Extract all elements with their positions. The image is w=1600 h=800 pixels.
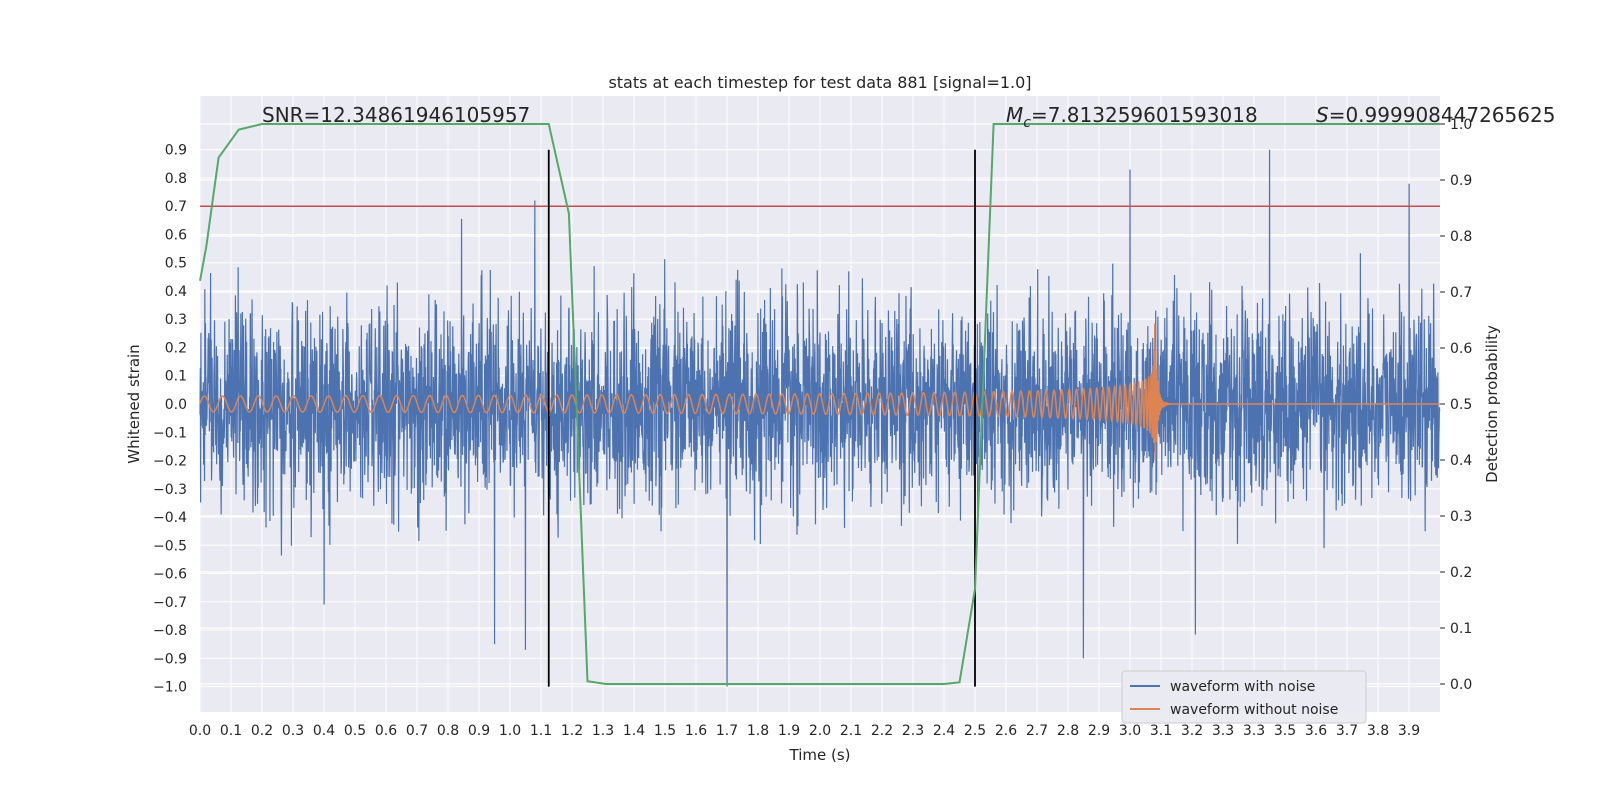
x-tick-label: 3.5 bbox=[1274, 723, 1296, 739]
x-tick-label: 1.6 bbox=[685, 723, 707, 739]
y2-tick-label: 0.2 bbox=[1450, 565, 1472, 581]
x-tick-label: 1.4 bbox=[623, 723, 645, 739]
y-tick-label: −0.4 bbox=[153, 510, 187, 526]
snr-annotation: SNR=12.34861946105957 bbox=[262, 103, 530, 127]
y2-tick-label: 0.3 bbox=[1450, 509, 1472, 525]
y2-tick-label: 0.4 bbox=[1450, 453, 1472, 469]
x-tick-label: 0.2 bbox=[251, 723, 273, 739]
y2-tick-label: 0.1 bbox=[1450, 621, 1472, 637]
y-tick-labels: 0.9 0.8 0.7 0.6 0.5 0.4 0.3 0.2 0.1 0.0 −0.1 −0.2 −0… bbox=[153, 143, 187, 696]
x-tick-label: 1.0 bbox=[499, 723, 521, 739]
x-tick-label: 0.7 bbox=[406, 723, 428, 739]
x-tick-label: 0.8 bbox=[437, 723, 459, 739]
series-waveform-without-noise bbox=[199, 323, 1440, 462]
x-tick-label: 2.3 bbox=[902, 723, 924, 739]
legend-label: waveform without noise bbox=[1170, 702, 1338, 718]
y2-axis-label: Detection probability bbox=[1483, 325, 1501, 483]
x-tick-label: 2.6 bbox=[995, 723, 1017, 739]
annotations: SNR=12.34861946105957 Mc=7.81325960159301… bbox=[262, 103, 1555, 131]
x-tick-label: 3.2 bbox=[1181, 723, 1203, 739]
y2-tick-labels: 1.0 0.9 0.8 0.7 0.6 0.5 0.4 0.3 0.2 0.1 0.0 bbox=[1440, 117, 1472, 693]
x-tick-label: 0.0 bbox=[189, 723, 211, 739]
series-detection-probability bbox=[199, 123, 1440, 685]
x-tick-label: 0.1 bbox=[220, 723, 242, 739]
x-tick-label: 2.4 bbox=[933, 723, 955, 739]
y-tick-label: −0.9 bbox=[153, 651, 187, 667]
y-tick-label: −0.7 bbox=[153, 595, 187, 611]
y-tick-label: 0.5 bbox=[165, 256, 187, 272]
y-tick-label: −0.1 bbox=[153, 425, 187, 441]
x-tick-label: 2.0 bbox=[809, 723, 831, 739]
y-tick-label: 0.9 bbox=[165, 143, 187, 159]
y2-tick-label: 0.6 bbox=[1450, 341, 1472, 357]
y-tick-label: −0.6 bbox=[153, 567, 187, 583]
x-tick-label: 3.6 bbox=[1305, 723, 1327, 739]
y-tick-label: 0.7 bbox=[165, 199, 187, 215]
y-tick-label: −0.3 bbox=[153, 482, 187, 498]
x-tick-label: 0.4 bbox=[313, 723, 335, 739]
x-tick-label: 3.8 bbox=[1367, 723, 1389, 739]
y-tick-label: −0.8 bbox=[153, 623, 187, 639]
x-tick-label: 3.1 bbox=[1150, 723, 1172, 739]
legend-box bbox=[1121, 670, 1367, 724]
y2-tick-label: 1.0 bbox=[1450, 117, 1472, 133]
x-tick-label: 1.5 bbox=[654, 723, 676, 739]
y2-tick-label: 0.5 bbox=[1450, 397, 1472, 413]
x-tick-label: 1.2 bbox=[561, 723, 583, 739]
x-tick-label: 0.9 bbox=[468, 723, 490, 739]
x-tick-label: 2.5 bbox=[964, 723, 986, 739]
y-tick-label: 0.0 bbox=[165, 397, 187, 413]
x-axis-label: Time (s) bbox=[789, 746, 851, 764]
x-tick-label: 1.1 bbox=[530, 723, 552, 739]
chart-title: stats at each timestep for test data 881… bbox=[608, 73, 1031, 92]
y-tick-label: 0.6 bbox=[165, 227, 187, 243]
y-tick-label: 0.4 bbox=[165, 284, 187, 300]
y2-tick-label: 0.8 bbox=[1450, 229, 1472, 245]
y-axis-label: Whitened strain bbox=[125, 344, 143, 463]
y-tick-label: −1.0 bbox=[153, 680, 187, 696]
y2-tick-label: 0.9 bbox=[1450, 173, 1472, 189]
x-tick-label: 3.7 bbox=[1336, 723, 1358, 739]
x-tick-label: 1.9 bbox=[778, 723, 800, 739]
legend: waveform with noise waveform without nois… bbox=[1121, 670, 1367, 724]
y-tick-label: 0.1 bbox=[165, 369, 187, 385]
y-tick-label: −0.2 bbox=[153, 454, 187, 470]
x-tick-label: 0.3 bbox=[282, 723, 304, 739]
y-tick-label: 0.8 bbox=[165, 171, 187, 187]
x-tick-label: 0.6 bbox=[375, 723, 397, 739]
x-tick-label: 2.7 bbox=[1026, 723, 1048, 739]
y-tick-label: −0.5 bbox=[153, 538, 187, 554]
x-tick-label: 0.5 bbox=[344, 723, 366, 739]
x-tick-label: 2.2 bbox=[871, 723, 893, 739]
x-tick-label: 1.3 bbox=[592, 723, 614, 739]
y2-tick-label: 0.7 bbox=[1450, 285, 1472, 301]
series-waveform-with-noise bbox=[199, 149, 1441, 687]
score-annotation: S=0.999908447265625 bbox=[1316, 103, 1555, 127]
x-tick-label: 3.0 bbox=[1119, 723, 1141, 739]
x-tick-label: 3.9 bbox=[1398, 723, 1420, 739]
x-tick-label: 2.8 bbox=[1057, 723, 1079, 739]
x-tick-label: 1.7 bbox=[716, 723, 738, 739]
plot-area bbox=[199, 123, 1441, 687]
x-tick-label: 3.3 bbox=[1243, 723, 1265, 739]
y2-tick-label: 0.0 bbox=[1450, 677, 1472, 693]
y-tick-label: 0.3 bbox=[165, 312, 187, 328]
x-tick-label: 1.8 bbox=[747, 723, 769, 739]
x-tick-label: 3.3 bbox=[1212, 723, 1234, 739]
y-tick-label: 0.2 bbox=[165, 340, 187, 356]
legend-label: waveform with noise bbox=[1170, 679, 1315, 695]
chirp-mass-annotation: Mc=7.813259601593018 bbox=[1006, 103, 1258, 131]
x-tick-label: 2.9 bbox=[1088, 723, 1110, 739]
x-tick-labels: 0.0 0.1 0.2 0.3 0.4 0.5 0.6 0.7 0.8 0.9 1.0 1.1 1.2 1… bbox=[189, 723, 1420, 739]
x-tick-label: 2.1 bbox=[840, 723, 862, 739]
